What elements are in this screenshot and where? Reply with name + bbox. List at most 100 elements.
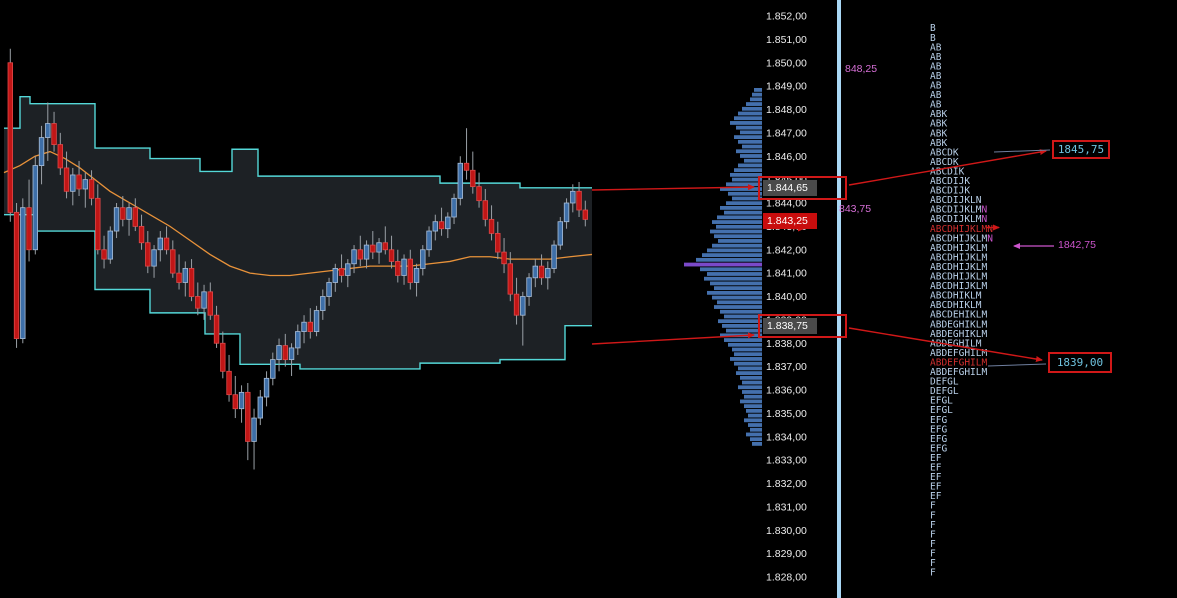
tpo-row: ABCDHIKLM — [930, 300, 982, 311]
candle-body — [145, 242, 151, 267]
candle-body — [526, 277, 532, 297]
candle-body — [26, 207, 32, 251]
volume-profile-bar — [742, 390, 762, 394]
price-axis-label: 1.833,00 — [766, 455, 807, 467]
tpo-row: EFG — [930, 424, 947, 435]
tpo-row: ABDEGHIKLM — [930, 319, 987, 330]
tpo-row: ABCDHIJKLMN — [930, 233, 993, 244]
candle-body — [170, 249, 176, 274]
volume-profile-bar — [746, 102, 762, 106]
tpo-row: EFG — [930, 434, 947, 445]
lower-band-price-badge: 1.838,75 — [763, 317, 817, 334]
volume-profile-bar — [734, 116, 762, 121]
candle-body — [195, 296, 201, 309]
red-annotation-arrow — [848, 327, 1043, 362]
volume-profile-bar — [704, 276, 762, 281]
tpo-row: DEFGL — [930, 377, 959, 388]
candle-body — [357, 249, 363, 260]
price-callout-1845-75[interactable]: 1845,75 — [1052, 140, 1110, 159]
candle-body — [76, 174, 82, 190]
candle-body — [476, 186, 482, 202]
tpo-row: AB — [930, 100, 942, 111]
volume-profile-bar — [728, 342, 762, 347]
volume-profile-bar — [752, 92, 762, 97]
volume-profile-bar — [742, 380, 762, 385]
tpo-row: ABCDHIJKLM — [930, 262, 987, 273]
candle-body — [445, 216, 451, 230]
candle-body — [151, 249, 157, 267]
volume-profile-bar — [740, 130, 762, 135]
candle-body — [307, 321, 313, 332]
tpo-row: F — [930, 529, 936, 540]
tpo-row: AB — [930, 61, 942, 72]
price-axis-label: 1.851,00 — [766, 34, 807, 46]
volume-profile-bar — [738, 111, 762, 116]
volume-profile-bar — [746, 408, 762, 413]
tpo-row: ABCDHIJKLMN — [930, 224, 993, 235]
price-axis[interactable]: 1.852,00 1.851,00 1.850,00 1.849,00 1.848,00… — [766, 11, 807, 584]
tpo-row: EF — [930, 453, 942, 464]
candle-body — [451, 197, 457, 218]
tpo-row: F — [930, 501, 936, 512]
candle-body — [120, 207, 126, 220]
tpo-row: ABCDK — [930, 157, 959, 168]
tpo-row: ABCDHIJKLM — [930, 252, 987, 263]
candle-body — [126, 207, 132, 220]
candle-body — [538, 265, 545, 279]
price-axis-label: 1.829,00 — [766, 548, 807, 560]
callout-connector-line — [993, 149, 1051, 153]
volume-profile-bar — [736, 125, 762, 130]
volume-profile — [684, 88, 762, 446]
candle-body — [551, 244, 557, 269]
tpo-row: ABCDIK — [930, 166, 965, 177]
candle-body — [313, 310, 320, 332]
tpo-row: ABDEFGHILM — [930, 357, 987, 368]
price-axis-label: 1.830,00 — [766, 525, 807, 537]
price-callout-1839-00[interactable]: 1839,00 — [1048, 352, 1112, 373]
volume-profile-bar — [744, 158, 762, 163]
candle-body — [420, 249, 426, 269]
volume-profile-bar — [707, 248, 762, 253]
candle-body — [301, 321, 307, 332]
candle-body — [532, 265, 538, 279]
volume-profile-bar — [730, 121, 762, 125]
volume-profile-bar — [712, 243, 762, 248]
candle-body — [132, 207, 138, 227]
tpo-row: ABK — [930, 128, 947, 139]
last-price-badge: 1.843,25 — [763, 212, 817, 229]
volume-profile-bar — [724, 210, 762, 215]
candle-body — [545, 268, 551, 279]
volume-profile-bar — [750, 437, 762, 442]
volume-profile-bar — [742, 144, 762, 149]
price-axis-label: 1.846,00 — [766, 151, 807, 163]
candle-body — [7, 62, 13, 213]
candle-body — [213, 314, 220, 344]
volume-profile-bar — [732, 347, 762, 352]
tpo-row: ABDEGHILM — [930, 338, 982, 349]
annotation-rect-lower[interactable] — [758, 313, 847, 338]
tpo-row: F — [930, 568, 936, 579]
annotation-rect-upper[interactable] — [758, 175, 847, 200]
candle-body — [351, 249, 357, 265]
tpo-row: B — [930, 23, 936, 34]
volume-profile-bar — [712, 295, 762, 300]
tpo-row: AB — [930, 42, 942, 53]
volume-profile-poc-bar — [684, 262, 762, 267]
tpo-row: ABCDIJKLN — [930, 195, 982, 206]
volume-profile-bar — [710, 281, 762, 286]
tpo-row: ABCDK — [930, 147, 959, 158]
volume-profile-bar — [736, 149, 762, 154]
volume-profile-bar — [738, 139, 762, 144]
candle-body — [188, 268, 195, 297]
tpo-row: EF — [930, 491, 942, 502]
volume-profile-bar — [724, 314, 762, 319]
candle-body — [582, 209, 588, 220]
red-annotation-arrow — [591, 332, 755, 345]
tpo-row: ABCDIJK — [930, 176, 970, 187]
volume-profile-bar — [718, 239, 762, 243]
candle-body — [201, 291, 207, 309]
price-axis-label: 1.836,00 — [766, 385, 807, 397]
candle-body — [45, 123, 51, 138]
candlestick-chart[interactable] — [7, 48, 588, 470]
